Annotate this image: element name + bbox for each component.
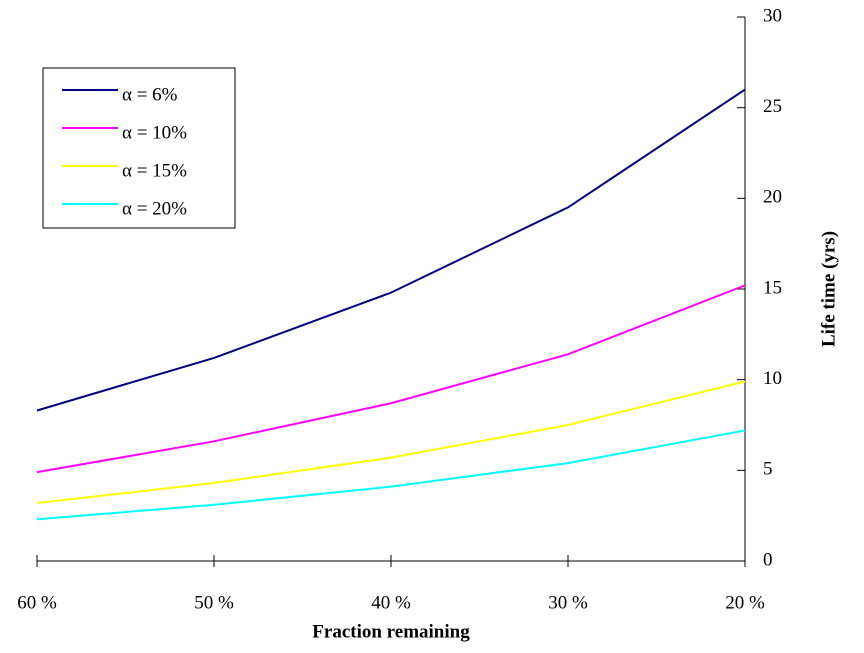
x-tick-label: 40 %: [371, 592, 411, 613]
x-tick-label: 60 %: [17, 592, 57, 613]
x-tick-label: 20 %: [725, 592, 765, 613]
y-tick-label: 30: [763, 5, 782, 26]
legend-label: α = 6%: [122, 84, 178, 105]
series-line: [36, 284, 746, 474]
y-tick-label: 15: [763, 277, 782, 298]
y-tick-label: 0: [763, 549, 773, 570]
y-tick-label: 20: [763, 187, 782, 208]
legend-label: α = 15%: [122, 160, 187, 181]
y-axis-title: Life time (yrs): [818, 231, 839, 347]
series-line: [36, 429, 746, 521]
y-tick-label: 5: [763, 459, 773, 480]
legend-label: α = 10%: [122, 122, 187, 143]
y-tick-label: 10: [763, 368, 782, 389]
series-line: [36, 380, 746, 504]
x-tick-label: 30 %: [548, 592, 588, 613]
y-tick-label: 25: [763, 96, 782, 117]
legend-label: α = 20%: [122, 198, 187, 219]
series-line: [36, 88, 746, 412]
legend-box: [42, 67, 236, 229]
x-axis-title: Fraction remaining: [312, 621, 470, 642]
x-tick-label: 50 %: [194, 592, 234, 613]
